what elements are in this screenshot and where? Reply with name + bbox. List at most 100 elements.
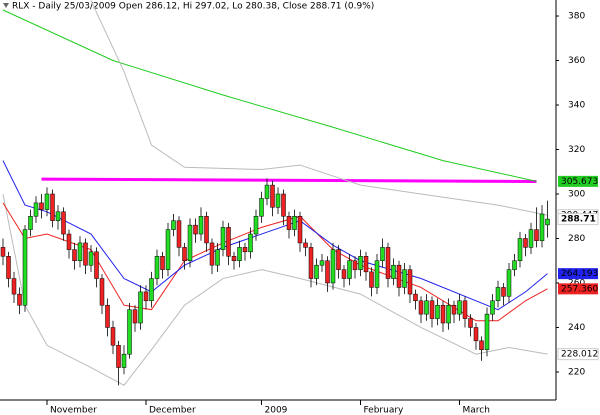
- candle-body: [380, 247, 385, 261]
- candle-body: [297, 215, 303, 244]
- candle-body: [88, 251, 94, 266]
- candle-body: [28, 215, 33, 230]
- candle-body: [358, 256, 363, 270]
- candle-body: [94, 251, 99, 279]
- overlay-line: [41, 177, 537, 184]
- candle-body: [121, 353, 127, 368]
- candle-body: [248, 233, 253, 253]
- candle-body: [490, 300, 495, 315]
- candle-body: [286, 215, 292, 230]
- candle-body: [110, 327, 116, 346]
- candle-body: [187, 224, 193, 261]
- overlay-line: [90, 0, 548, 216]
- candle-body: [39, 202, 44, 210]
- value-label-box: [558, 283, 598, 295]
- title-icon: [3, 3, 9, 8]
- candle-body: [22, 229, 28, 306]
- candle-body: [314, 264, 319, 279]
- y-tick-label: 240: [568, 323, 585, 333]
- candle-body: [72, 249, 77, 261]
- candle-body: [44, 193, 50, 210]
- value-label-box: [558, 268, 598, 280]
- candle-body: [292, 215, 297, 230]
- candle-body: [50, 193, 55, 221]
- candle-body: [66, 233, 72, 250]
- candle-body: [457, 300, 462, 315]
- candle-body: [132, 309, 138, 324]
- candle-body: [429, 300, 435, 319]
- overlay-line: [2, 193, 548, 386]
- value-label-box: [557, 213, 599, 226]
- candle-body: [545, 218, 550, 226]
- value-label: 257.360: [561, 284, 598, 294]
- candle-body: [220, 227, 226, 250]
- overlay-line: [2, 160, 548, 311]
- candle-body: [479, 340, 484, 350]
- candle-body: [396, 264, 402, 288]
- y-tick-label: 300: [568, 189, 585, 199]
- candle-body: [270, 184, 275, 208]
- candle-body: [154, 256, 160, 279]
- candle-body: [352, 260, 358, 270]
- candle-body: [160, 256, 165, 270]
- x-tick-label: November: [50, 406, 97, 415]
- candle-body: [413, 293, 418, 302]
- candle-body: [391, 264, 396, 279]
- candle-body: [176, 220, 182, 248]
- candle-body: [319, 260, 325, 266]
- candle-body: [325, 260, 330, 284]
- candle-body: [77, 242, 83, 261]
- candle-body: [61, 211, 66, 235]
- candle-body: [374, 260, 380, 288]
- candle-body: [6, 256, 11, 279]
- axis-labels: 220240260280300320340360380NovemberDecem…: [46, 12, 599, 415]
- candle-body: [281, 193, 286, 217]
- candle-body: [468, 318, 473, 328]
- candle-body: [17, 293, 22, 306]
- candle-body: [0, 247, 6, 257]
- candle-body: [446, 304, 451, 324]
- candle-body: [204, 215, 209, 244]
- value-label-box: [557, 348, 599, 361]
- candle-body: [138, 291, 143, 324]
- value-label: 288.71: [561, 215, 596, 225]
- candle-body: [116, 345, 121, 368]
- candle-body: [171, 220, 176, 230]
- candle-body: [99, 278, 105, 306]
- candle-body: [182, 247, 187, 261]
- candle-body: [424, 300, 429, 315]
- candles: [0, 178, 550, 386]
- candle-body: [231, 256, 237, 261]
- candle-body: [336, 249, 341, 270]
- y-tick-label: 380: [568, 12, 585, 22]
- candle-body: [341, 269, 347, 279]
- candle-body: [363, 256, 369, 273]
- candle-body: [303, 242, 308, 248]
- candle-body: [165, 229, 171, 270]
- y-tick-label: 360: [568, 56, 585, 66]
- y-tick-label: 320: [568, 145, 585, 155]
- candle-body: [451, 304, 457, 315]
- x-tick-label: March: [463, 406, 490, 415]
- overlay-line: [2, 202, 548, 322]
- candle-body: [385, 247, 391, 279]
- candle-body: [330, 249, 336, 284]
- candle-body: [484, 313, 490, 350]
- candle-body: [347, 260, 352, 279]
- overlay-line: [2, 9, 537, 182]
- candle-body: [264, 184, 270, 199]
- candle-body: [215, 249, 220, 266]
- x-tick-label: December: [149, 406, 196, 415]
- candle-body: [523, 238, 528, 248]
- candle-body: [105, 304, 110, 328]
- candle-body: [440, 304, 446, 324]
- y-tick-label: 340: [568, 101, 585, 111]
- candle-body: [127, 309, 132, 355]
- candle-body: [83, 242, 88, 266]
- candle-body: [462, 300, 468, 319]
- candle-body: [242, 247, 248, 253]
- candle-body: [512, 260, 517, 270]
- candle-body: [473, 327, 479, 342]
- candle-body: [517, 238, 523, 261]
